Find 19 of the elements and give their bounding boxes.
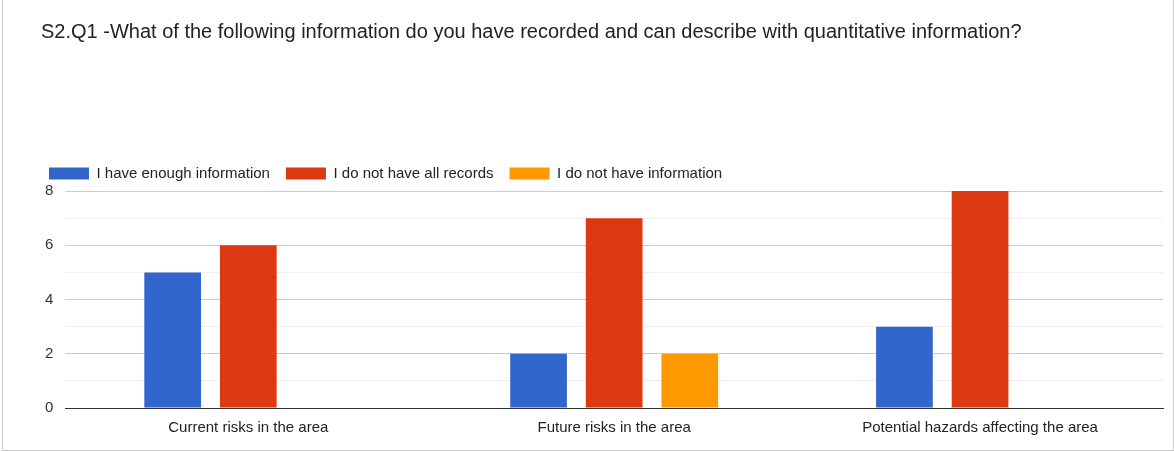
bar (585, 218, 643, 408)
x-tick-label: Potential hazards affecting the area (862, 418, 1099, 436)
bar (510, 353, 567, 408)
bar (661, 353, 719, 408)
chart-title: S2.Q1 -What of the following information do you have recorded and can describe with quantitative information? (41, 19, 1023, 44)
bar (876, 326, 933, 408)
y-tick-label: 8 (45, 181, 54, 199)
legend-label: I do not have all records (333, 163, 494, 181)
y-tick-label: 6 (45, 235, 54, 253)
y-tick-label: 2 (45, 343, 54, 361)
x-tick-label: Current risks in the area (168, 418, 329, 436)
legend-label: I do not have information (557, 163, 723, 181)
y-tick-label: 4 (45, 289, 54, 307)
y-tick-label: 0 (45, 398, 54, 416)
bar (219, 245, 277, 408)
x-tick-label: Future risks in the area (537, 418, 692, 436)
bar (144, 272, 202, 408)
bar (951, 191, 1009, 408)
legend-label: I have enough information (96, 163, 270, 181)
